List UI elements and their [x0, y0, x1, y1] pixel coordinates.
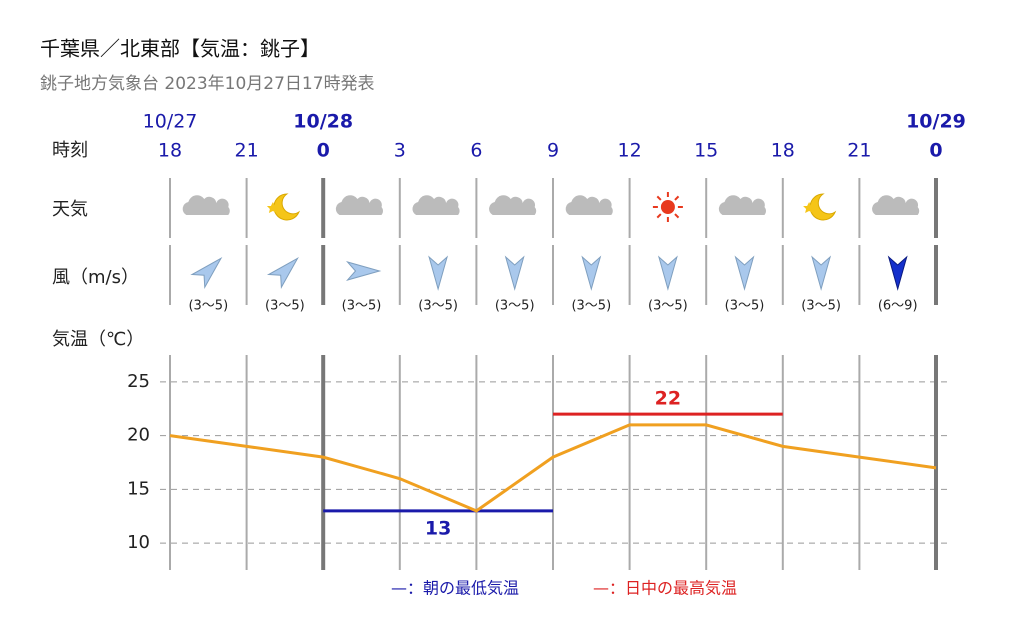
wind-arrow [504, 255, 525, 291]
arrow [345, 261, 382, 281]
hour-label: 3 [394, 140, 406, 162]
hour-label: 18 [771, 140, 795, 162]
wind-arrow [657, 255, 678, 291]
hour-label: 21 [235, 140, 259, 162]
wind-arrow [266, 256, 299, 289]
wind-speed: (3〜5) [188, 299, 228, 314]
arrow [657, 255, 678, 291]
cloud [872, 195, 920, 215]
date-label: 10/29 [906, 111, 966, 133]
hour-label: 0 [317, 140, 330, 162]
row-label: 時刻 [52, 140, 88, 161]
weather-icon [803, 193, 837, 221]
weather-icon [718, 195, 767, 215]
legend-entry: —：朝の最低気温 [391, 579, 519, 598]
weather-icon [652, 192, 683, 222]
cloud [565, 195, 613, 215]
row-label: 天気 [52, 199, 88, 220]
sun-ray [656, 213, 662, 219]
wind-arrow [887, 255, 908, 291]
cloud [489, 195, 537, 215]
subtitle: 銚子地方気象台 2023年10月27日17時発表 [40, 74, 375, 94]
y-tick-label: 10 [127, 532, 150, 553]
weather-icon [565, 195, 613, 215]
hour-label: 0 [929, 140, 942, 162]
cloud [335, 195, 384, 215]
wind-arrow [811, 255, 832, 291]
weather-icon [182, 195, 230, 215]
moon [273, 193, 301, 221]
wind-speed: (3〜5) [801, 299, 841, 314]
hour-label: 9 [547, 140, 559, 162]
wind-speed: (3〜5) [495, 299, 535, 314]
y-tick-label: 25 [127, 371, 150, 392]
sun-ray [674, 213, 680, 219]
arrow [190, 256, 223, 289]
sun-ray [674, 195, 680, 201]
wind-arrow [734, 255, 755, 291]
arrow [811, 255, 832, 291]
weather-icon [489, 195, 537, 215]
cloud [182, 195, 230, 215]
moon [809, 193, 837, 221]
arrow [887, 255, 908, 291]
arrow [504, 255, 525, 291]
hour-label: 18 [158, 140, 182, 162]
hour-label: 6 [470, 140, 482, 162]
title: 千葉県／北東部【気温：銚子】 [40, 37, 320, 61]
wind-arrow [428, 255, 449, 291]
arrow [734, 255, 755, 291]
wind-speed: (3〜5) [342, 299, 382, 314]
arrow [428, 255, 449, 291]
weather-icon [266, 193, 301, 221]
date-label: 10/27 [143, 111, 198, 133]
row-label: 風（m/s） [52, 267, 139, 288]
wind-arrow [581, 255, 602, 291]
temp-line [169, 423, 937, 513]
sun-ray [656, 195, 662, 201]
cloud [412, 195, 460, 215]
hour-label: 15 [694, 140, 718, 162]
date-label: 10/28 [293, 111, 353, 133]
weather-icon [872, 195, 920, 215]
star [266, 202, 279, 213]
hour-label: 21 [847, 140, 871, 162]
wind-speed: (6〜9) [878, 299, 918, 314]
wind-arrow [345, 261, 382, 281]
wind-speed: (3〜5) [725, 299, 765, 314]
hour-label: 12 [618, 140, 642, 162]
sun [660, 200, 675, 214]
weather-icon [412, 195, 460, 215]
cloud [718, 195, 767, 215]
temp-label: 13 [425, 517, 451, 539]
wind-speed: (3〜5) [648, 299, 688, 314]
legend-entry: —：日中の最高気温 [593, 579, 737, 598]
weather-icon [335, 195, 384, 215]
y-tick-label: 15 [127, 478, 150, 499]
y-tick-label: 20 [127, 425, 150, 446]
row-label: 気温（℃） [52, 329, 144, 350]
wind-arrow [190, 256, 223, 289]
wind-speed: (3〜5) [571, 299, 611, 314]
wind-speed: (3〜5) [418, 299, 458, 314]
wind-speed: (3〜5) [265, 299, 305, 314]
arrow [581, 255, 602, 291]
star [803, 202, 816, 213]
arrow [266, 256, 299, 289]
temp-label: 22 [655, 388, 681, 410]
